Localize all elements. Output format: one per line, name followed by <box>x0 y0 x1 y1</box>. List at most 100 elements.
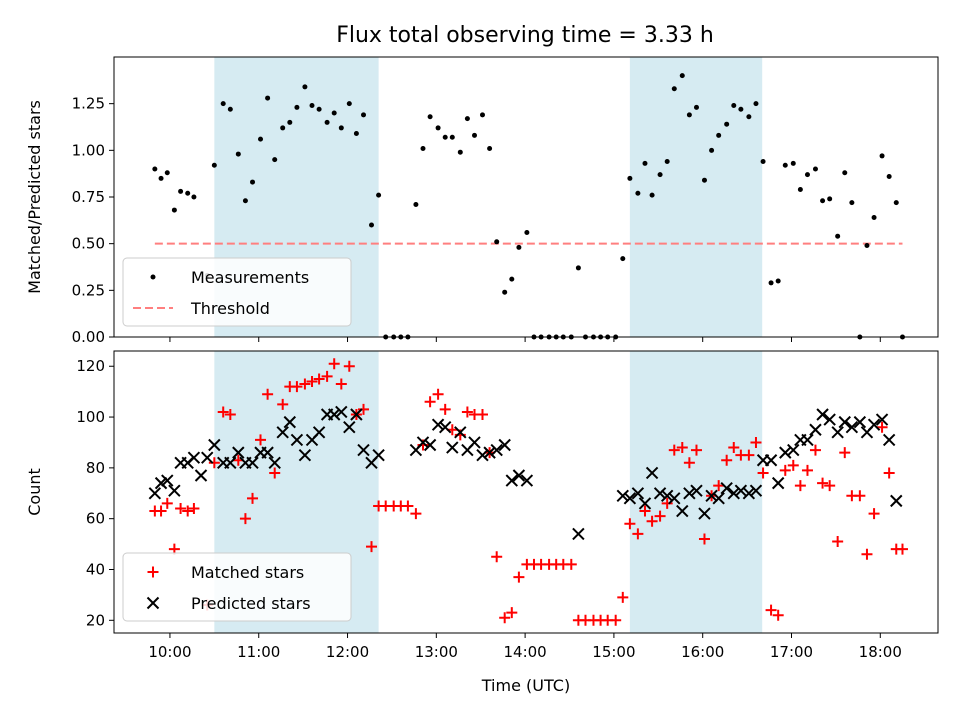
y-tick-label: 0.00 <box>72 328 105 346</box>
y-tick-label: 0.25 <box>72 281 105 299</box>
data-point <box>845 421 859 434</box>
data-point <box>746 114 752 120</box>
y-tick-label: 0.75 <box>72 188 105 206</box>
data-point <box>882 433 896 447</box>
data-point <box>472 132 477 138</box>
data-point <box>265 95 271 101</box>
data-point <box>250 179 256 185</box>
data-point <box>690 484 703 497</box>
data-point <box>809 444 821 456</box>
data-point <box>632 528 644 540</box>
x-tick-label: 16:00 <box>681 643 724 661</box>
data-point <box>224 409 236 421</box>
data-point <box>668 492 681 505</box>
data-point <box>410 508 422 520</box>
data-point <box>258 136 264 142</box>
legend-label: Threshold <box>190 299 270 318</box>
data-point <box>698 533 710 545</box>
data-point <box>794 480 806 492</box>
data-point <box>324 119 330 125</box>
data-point <box>646 515 658 527</box>
x-tick-label: 18:00 <box>859 643 902 661</box>
data-point <box>194 469 208 482</box>
data-point <box>661 497 673 509</box>
top-legend: Measurements Threshold <box>122 257 352 327</box>
data-point <box>512 469 526 482</box>
data-point <box>498 438 511 452</box>
data-point <box>299 378 311 390</box>
legend-box <box>122 257 352 327</box>
data-point <box>232 446 245 459</box>
data-point <box>835 233 841 239</box>
data-point <box>454 426 467 439</box>
data-point <box>494 239 500 245</box>
data-point <box>346 101 352 107</box>
data-point <box>639 505 651 517</box>
data-point <box>269 467 281 479</box>
data-point <box>839 447 851 459</box>
data-point <box>801 433 814 447</box>
data-point <box>654 510 666 522</box>
data-point <box>435 125 441 131</box>
data-point <box>188 503 200 515</box>
data-point <box>701 177 707 183</box>
data-point <box>476 448 489 462</box>
legend-label: Matched stars <box>191 563 304 582</box>
data-point <box>797 187 803 193</box>
data-point <box>787 459 799 471</box>
data-point <box>616 489 629 503</box>
data-point <box>513 571 525 583</box>
y-tick-label: 100 <box>76 408 105 426</box>
data-point <box>638 497 652 510</box>
data-point <box>424 396 436 408</box>
data-point <box>875 413 889 426</box>
data-point <box>713 480 725 492</box>
data-point <box>749 484 763 497</box>
data-point <box>152 166 158 172</box>
y-tick-label: 120 <box>76 357 105 375</box>
data-point <box>896 543 908 555</box>
data-point <box>335 405 348 419</box>
data-point <box>476 409 488 421</box>
data-point <box>809 423 822 436</box>
data-point <box>366 541 377 553</box>
data-point <box>635 190 641 196</box>
data-point <box>235 151 241 157</box>
data-point <box>734 484 748 497</box>
data-point <box>158 175 164 181</box>
data-point <box>287 119 293 125</box>
data-point <box>804 172 810 178</box>
y-tick-label: 1.25 <box>72 95 105 113</box>
data-point <box>302 84 308 90</box>
data-point <box>335 378 347 390</box>
data-point <box>765 604 777 616</box>
data-point <box>217 406 229 418</box>
data-point <box>312 426 326 439</box>
data-point <box>520 474 534 487</box>
data-point <box>693 104 699 110</box>
data-point <box>306 375 318 387</box>
x-tick-label: 13:00 <box>415 643 458 661</box>
data-point <box>464 116 470 122</box>
data-point <box>849 200 855 206</box>
data-point <box>861 548 873 560</box>
data-point <box>276 426 289 439</box>
data-point <box>757 467 769 479</box>
data-point <box>154 476 168 490</box>
data-point <box>449 134 455 140</box>
data-point <box>753 101 759 107</box>
data-point <box>490 443 503 457</box>
data-point <box>676 442 688 454</box>
data-point <box>242 198 248 204</box>
data-point <box>506 607 518 619</box>
data-point <box>262 388 274 400</box>
data-point <box>575 265 581 271</box>
top-axis-ticks: 0.00 0.25 0.50 0.75 1.00 1.25 <box>72 95 881 346</box>
data-point <box>657 172 663 178</box>
data-point <box>728 442 740 454</box>
x-tick-label: 15:00 <box>592 643 635 661</box>
data-point <box>175 503 187 515</box>
data-point <box>171 207 177 213</box>
bottom-legend: Matched stars Predicted stars <box>122 552 352 622</box>
top-data-marks <box>152 73 905 340</box>
